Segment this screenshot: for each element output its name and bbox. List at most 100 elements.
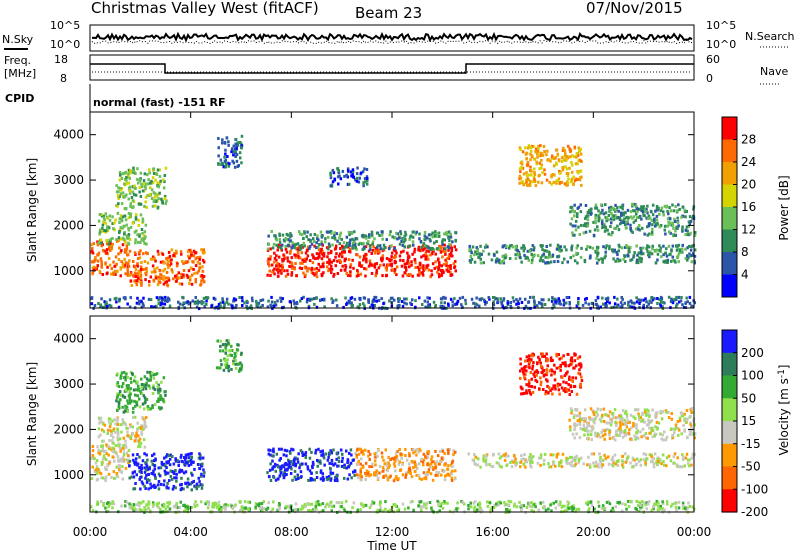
- data-cell: [566, 457, 570, 461]
- data-cell: [668, 230, 671, 234]
- data-cell: [563, 182, 567, 186]
- data-cell: [122, 451, 126, 455]
- data-cell: [484, 245, 487, 249]
- data-cell: [689, 415, 692, 418]
- data-cell: [306, 269, 309, 273]
- data-cell: [635, 426, 638, 430]
- data-cell: [193, 467, 196, 471]
- data-cell: [358, 176, 361, 180]
- data-cell: [184, 470, 188, 474]
- data-cell: [319, 470, 323, 474]
- data-cell: [619, 301, 623, 305]
- data-cell: [532, 361, 535, 365]
- data-cell: [166, 461, 169, 465]
- data-cell: [132, 388, 136, 392]
- data-cell: [386, 475, 389, 479]
- data-cell: [693, 436, 696, 440]
- data-cell: [125, 181, 129, 185]
- data-cell: [232, 144, 235, 148]
- data-cell: [347, 182, 351, 186]
- data-cell: [119, 393, 123, 397]
- data-cell: [449, 267, 452, 271]
- data-cell: [113, 221, 116, 225]
- data-cell: [653, 297, 656, 301]
- data-cell: [277, 270, 280, 274]
- data-cell: [589, 212, 593, 216]
- data-cell: [694, 432, 697, 436]
- data-cell: [93, 304, 97, 307]
- data-cell: [570, 161, 573, 164]
- data-cell: [188, 281, 191, 285]
- data-cell: [658, 460, 661, 464]
- data-cell: [665, 247, 668, 251]
- data-cell: [356, 271, 360, 275]
- data-cell: [387, 246, 391, 250]
- data-cell: [238, 151, 242, 155]
- data-cell: [129, 296, 132, 300]
- data-cell: [578, 414, 581, 418]
- data-cell: [224, 152, 227, 156]
- data-cell: [399, 452, 402, 456]
- data-cell: [527, 146, 530, 150]
- data-cell: [475, 303, 479, 307]
- data-cell: [522, 183, 525, 187]
- data-cell: [141, 387, 145, 391]
- data-cell: [651, 408, 654, 412]
- data-cell: [126, 410, 129, 414]
- data-cell: [317, 247, 321, 251]
- data-cell: [673, 297, 676, 301]
- data-cell: [423, 238, 427, 242]
- data-cell: [355, 454, 359, 457]
- data-cell: [656, 252, 660, 256]
- data-cell: [582, 224, 586, 228]
- data-cell: [126, 273, 130, 277]
- data-cell: [355, 237, 359, 241]
- data-cell: [423, 230, 427, 234]
- data-cell: [385, 238, 388, 242]
- data-cell: [272, 475, 276, 479]
- data-cell: [364, 245, 368, 249]
- data-cell: [597, 209, 600, 213]
- data-cell: [669, 252, 672, 256]
- data-cell: [409, 472, 412, 475]
- data-cell: [140, 467, 143, 470]
- data-cell: [526, 249, 530, 253]
- data-cell: [294, 242, 298, 246]
- data-cell: [304, 462, 308, 466]
- data-cell: [569, 428, 572, 432]
- data-cell: [368, 465, 371, 469]
- data-cell: [154, 276, 158, 280]
- data-cell: [271, 467, 274, 471]
- data-cell: [523, 453, 526, 457]
- data-cell: [689, 423, 693, 427]
- data-cell: [633, 301, 636, 305]
- data-cell: [540, 302, 544, 306]
- data-cell: [129, 205, 132, 209]
- data-cell: [119, 274, 122, 278]
- data-cell: [217, 137, 220, 140]
- data-cell: [133, 462, 137, 466]
- data-cell: [666, 224, 669, 228]
- data-cell: [360, 478, 363, 482]
- data-cell: [412, 230, 415, 234]
- data-cell: [177, 305, 180, 309]
- data-cell: [103, 229, 106, 233]
- data-cell: [666, 217, 670, 221]
- data-cell: [320, 240, 323, 244]
- data-cell: [198, 262, 201, 266]
- data-cell: [162, 463, 165, 467]
- data-cell: [427, 304, 430, 307]
- data-cell: [117, 305, 121, 309]
- data-cell: [125, 244, 129, 248]
- data-cell: [120, 470, 124, 474]
- data-cell: [205, 299, 208, 303]
- data-cell: [575, 155, 578, 159]
- data-cell: [688, 301, 692, 305]
- data-cell: [327, 475, 331, 479]
- data-cell: [223, 304, 226, 308]
- data-cell: [632, 209, 635, 213]
- data-cell: [538, 358, 541, 362]
- data-cell: [165, 466, 168, 470]
- data-cell: [352, 239, 356, 243]
- data-cell: [304, 456, 307, 459]
